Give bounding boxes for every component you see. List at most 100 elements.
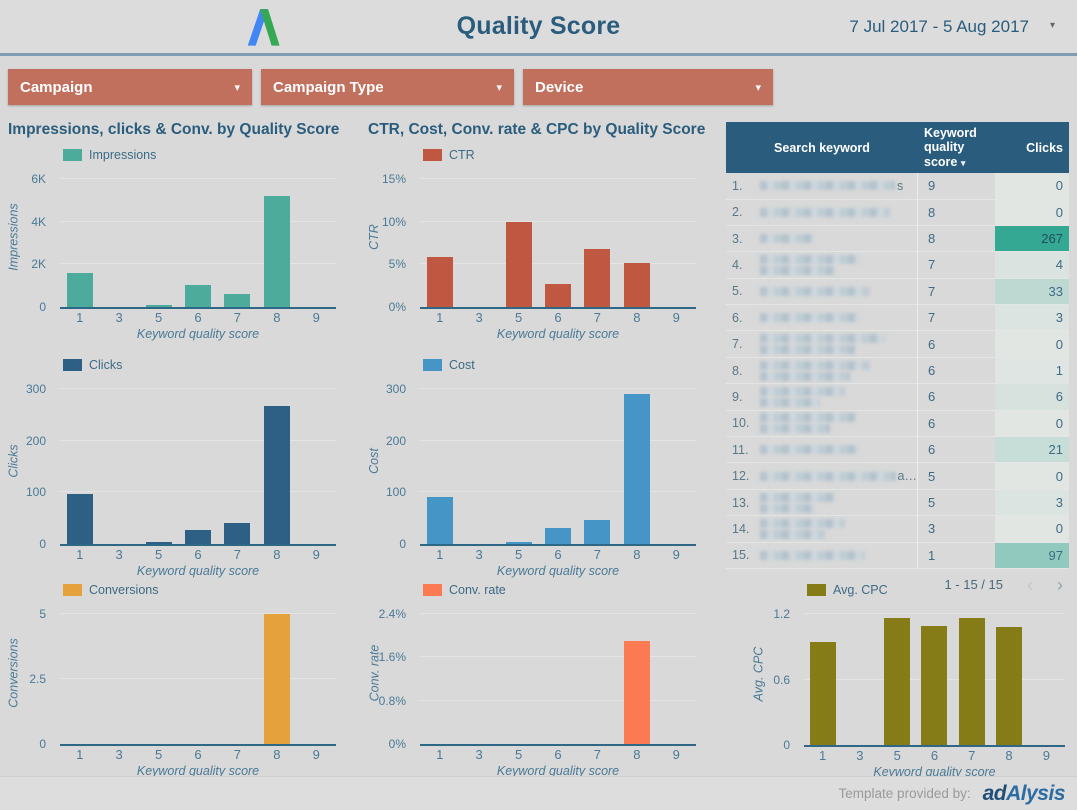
- pagination-prev-icon[interactable]: ‹: [1027, 574, 1033, 595]
- bar[interactable]: [623, 641, 650, 744]
- x-tick-label: 6: [194, 746, 202, 762]
- table-row[interactable]: 5. 7 33: [726, 278, 1069, 306]
- bar[interactable]: [224, 523, 251, 544]
- keyword-cell: [760, 437, 918, 463]
- row-index: 10.: [732, 416, 750, 431]
- quality-score-cell: 7: [928, 257, 936, 273]
- legend-label: Clicks: [89, 358, 123, 372]
- clicks-cell: 21: [995, 437, 1069, 463]
- table-row[interactable]: 11. 6 21: [726, 437, 1069, 464]
- bar-series: [60, 167, 336, 307]
- bar[interactable]: [66, 493, 93, 544]
- bar[interactable]: [145, 542, 172, 544]
- x-tick-label: 7: [233, 746, 242, 762]
- bar[interactable]: [263, 614, 290, 744]
- bar[interactable]: [263, 405, 290, 544]
- bar[interactable]: [809, 642, 836, 745]
- table-row[interactable]: 4. 7 4: [726, 252, 1069, 279]
- gridline: [420, 699, 696, 701]
- bar[interactable]: [426, 496, 453, 544]
- ctr-chart: CTR CTR 0% 5% 10% 15% 1 3 5 6 7 8 9 Keyword quality s…: [367, 147, 700, 343]
- x-tick-label: 7: [233, 546, 242, 562]
- y-tick-label: 300: [25, 382, 46, 396]
- keyword-blur-block: [760, 445, 860, 455]
- x-axis-title: Keyword quality score: [136, 327, 260, 341]
- table-header: Search keyword Keyword quality score ▾ C…: [726, 122, 1069, 174]
- bar[interactable]: [263, 196, 290, 307]
- table-row[interactable]: 10. 6 0: [726, 410, 1069, 438]
- table-row[interactable]: 9. 6 6: [726, 384, 1069, 411]
- bar[interactable]: [623, 262, 650, 307]
- keyword-cell: [760, 542, 918, 568]
- table-row[interactable]: 12. a… 5 0: [726, 463, 1069, 490]
- table-row[interactable]: 15. 1 97: [726, 542, 1069, 569]
- bar[interactable]: [584, 248, 611, 307]
- x-axis-title: Keyword quality score: [136, 764, 260, 778]
- left-section-title: Impressions, clicks & Conv. by Quality S…: [8, 121, 340, 138]
- quality-score-cell: 1: [928, 547, 936, 563]
- campaign-type-filter-dropdown[interactable]: Campaign Type ▾: [261, 69, 514, 105]
- plot: [60, 167, 336, 309]
- table-row[interactable]: 13. 5 3: [726, 489, 1069, 517]
- y-tick-label: 0: [783, 738, 790, 752]
- pagination-next-icon[interactable]: ›: [1057, 574, 1063, 595]
- bar[interactable]: [921, 626, 948, 745]
- column-header-clicks[interactable]: Clicks: [1026, 140, 1063, 155]
- bar[interactable]: [544, 527, 571, 544]
- chart-plot-area: Conv. rate 0% 0.8% 1.6% 2.4%: [367, 602, 700, 751]
- bar-slot: [617, 167, 656, 307]
- chevron-down-icon[interactable]: ▾: [1049, 20, 1055, 31]
- y-tick-label: 0: [39, 300, 46, 314]
- legend-swatch-icon: [423, 149, 442, 161]
- clicks-cell: 97: [995, 542, 1069, 568]
- chevron-down-icon: ▾: [234, 81, 240, 94]
- x-tick-label: 7: [593, 309, 602, 325]
- bar[interactable]: [623, 394, 650, 544]
- bar[interactable]: [184, 529, 211, 544]
- adalysis-logo[interactable]: adAlysis: [982, 781, 1066, 805]
- quality-score-cell: 5: [928, 495, 936, 510]
- keyword-cell: s: [760, 173, 918, 199]
- bar[interactable]: [996, 627, 1023, 745]
- bar-slot: [297, 602, 336, 744]
- column-header-keyword-quality-score[interactable]: Keyword quality score ▾: [924, 126, 977, 169]
- table-row[interactable]: 8. 6 1: [726, 357, 1069, 385]
- row-index: 6.: [732, 310, 743, 325]
- clicks-cell: 267: [995, 225, 1069, 252]
- quality-score-cell: 6: [928, 415, 936, 431]
- table-row[interactable]: 7. 6 0: [726, 331, 1069, 358]
- gridline: [420, 220, 696, 222]
- table-row[interactable]: 2. 8 0: [726, 199, 1069, 226]
- bar[interactable]: [66, 272, 93, 307]
- bar-slot: [538, 167, 577, 307]
- keyword-redacted: [760, 334, 917, 344]
- table-row[interactable]: 6. 7 3: [726, 305, 1069, 332]
- bar[interactable]: [584, 519, 611, 544]
- y-tick-label: 0: [39, 537, 46, 551]
- device-filter-dropdown[interactable]: Device ▾: [523, 69, 773, 105]
- bar[interactable]: [884, 618, 911, 745]
- bar[interactable]: [145, 305, 172, 307]
- column-header-search-keyword[interactable]: Search keyword: [774, 140, 870, 155]
- bar-slot: [257, 602, 296, 744]
- bar[interactable]: [426, 256, 453, 307]
- table-row[interactable]: 1. s 9 0: [726, 173, 1069, 200]
- y-axis-ticks: 0 100 200 300: [8, 377, 54, 551]
- bar[interactable]: [958, 618, 985, 745]
- bar[interactable]: [505, 221, 532, 307]
- bar[interactable]: [224, 294, 251, 307]
- keyword-blur-block: [760, 334, 885, 344]
- table-row[interactable]: 14. 3 0: [726, 516, 1069, 543]
- table-row[interactable]: 3. 8 267: [726, 225, 1069, 253]
- gridline: [420, 491, 696, 493]
- row-index: 5.: [732, 284, 743, 299]
- x-tick-label: 1: [436, 746, 444, 762]
- bar[interactable]: [544, 283, 571, 307]
- bar[interactable]: [505, 542, 532, 544]
- y-tick-label: 2.4%: [378, 607, 406, 621]
- sort-desc-icon: ▾: [960, 157, 966, 168]
- x-tick-label: 8: [273, 746, 281, 762]
- campaign-filter-dropdown[interactable]: Campaign ▾: [8, 69, 252, 105]
- bar[interactable]: [184, 284, 211, 307]
- date-range-picker[interactable]: 7 Jul 2017 - 5 Aug 2017: [849, 17, 1029, 36]
